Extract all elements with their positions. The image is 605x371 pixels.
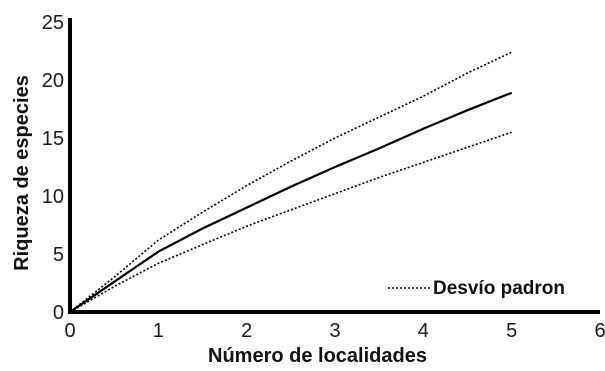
x-axis-title: Número de localidades	[208, 345, 427, 367]
y-tick-label: 5	[53, 244, 64, 266]
y-tick-label: 0	[53, 302, 64, 324]
axes	[68, 18, 600, 314]
x-tick-label: 2	[241, 320, 252, 342]
x-tick-label: 5	[506, 320, 517, 342]
x-tick-labels: 0 1 2 3 4 5 6	[64, 320, 605, 342]
x-tick-label: 1	[153, 320, 164, 342]
legend: Desvío padron	[388, 278, 565, 299]
series-layer	[69, 51, 513, 313]
y-tick-labels: 0 5 10 15 20 25	[42, 12, 64, 324]
y-axis-title: Riqueza de especies	[11, 75, 33, 271]
legend-label: Desvío padron	[433, 278, 565, 299]
x-tick-label: 0	[64, 320, 75, 342]
std-deviation-line-1	[69, 51, 513, 313]
y-tick-label: 20	[42, 70, 64, 92]
y-tick-label: 25	[42, 12, 64, 34]
x-tick-label: 6	[594, 320, 605, 342]
mean-richness-line	[69, 91, 513, 313]
x-tick-label: 4	[418, 320, 429, 342]
x-tick-label: 3	[329, 320, 340, 342]
std-deviation-line-2	[69, 131, 512, 313]
y-tick-label: 10	[42, 186, 64, 208]
y-tick-label: 15	[42, 128, 64, 150]
